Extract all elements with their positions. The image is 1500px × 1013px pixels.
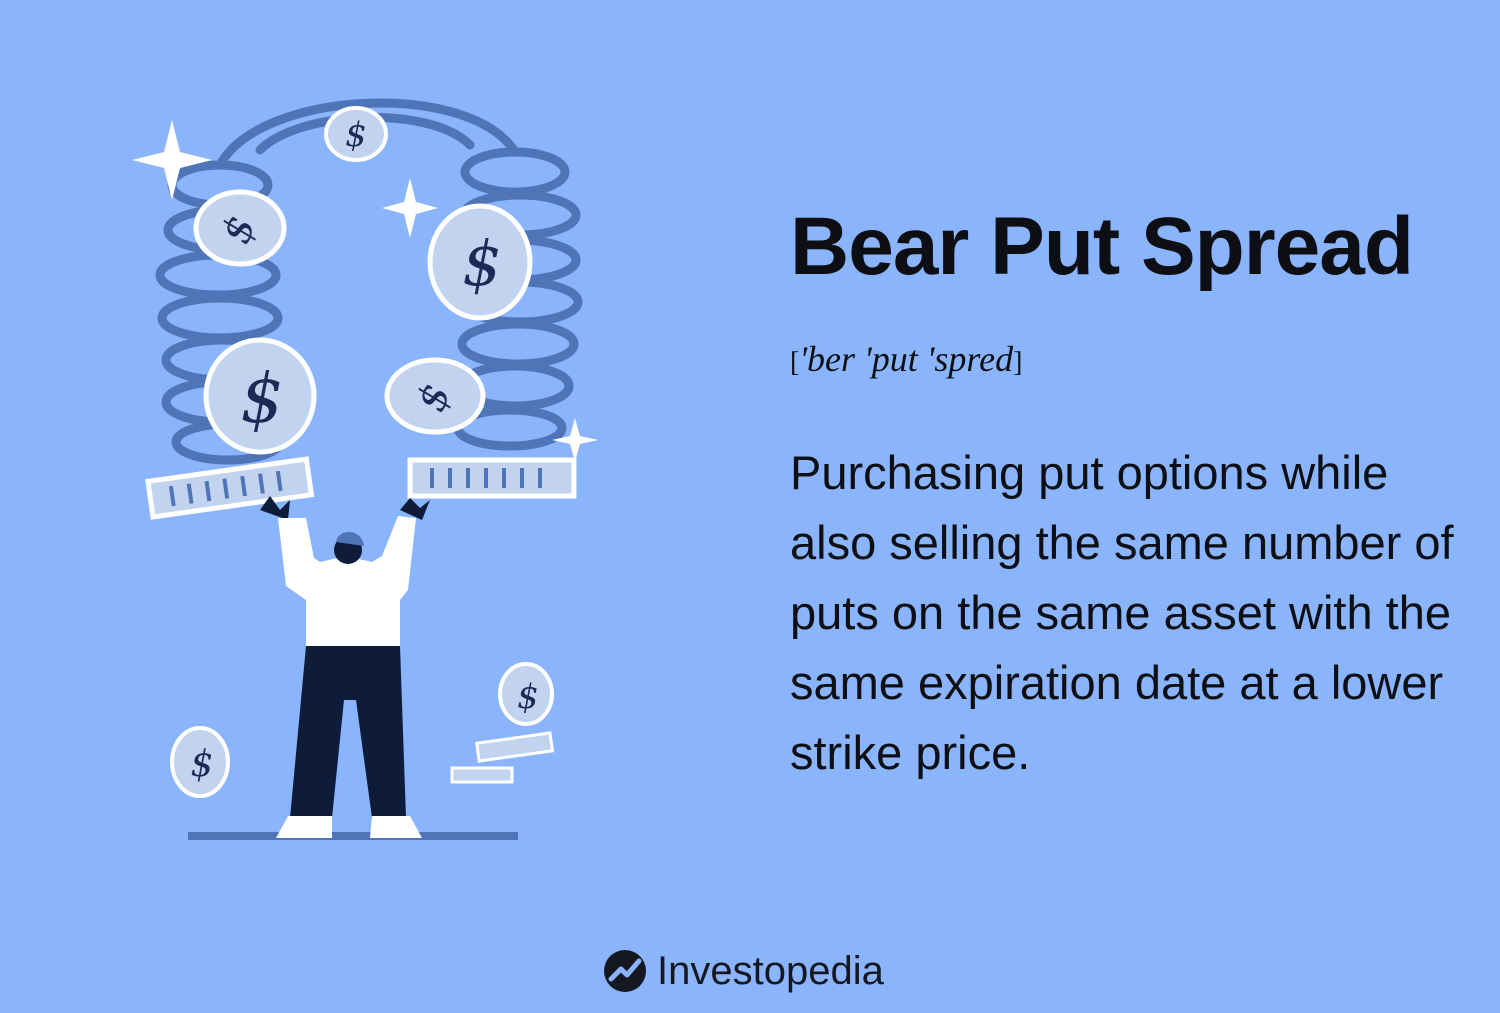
sparkle-icon <box>382 178 438 238</box>
svg-text:$: $ <box>462 227 501 300</box>
coin-icon: $ <box>498 662 554 726</box>
sparkle-icon <box>132 120 212 200</box>
close-bracket: ] <box>1013 347 1023 378</box>
coin-icon: $ <box>324 106 388 162</box>
svg-text:$: $ <box>345 115 367 155</box>
person-figure <box>260 496 430 838</box>
page-title: Bear Put Spread <box>790 201 1414 292</box>
open-bracket: [ <box>790 347 800 378</box>
svg-text:$: $ <box>517 677 539 717</box>
ground-line <box>188 832 518 840</box>
pronunciation-text: 'ber 'put 'spred <box>799 339 1014 379</box>
sparkle-icon <box>552 418 598 462</box>
brand-name: Investopedia <box>657 948 884 993</box>
spring-arch <box>215 98 520 170</box>
coin-stack-left <box>145 456 315 520</box>
investopedia-logo-icon <box>604 950 646 992</box>
bear-put-spread-illustration: $ $ $ $ $ <box>132 98 598 840</box>
brand-logo: Investopedia <box>603 945 884 997</box>
pronunciation: ['ber 'put 'spred] <box>790 338 1022 380</box>
coin-icon: $ <box>170 726 230 798</box>
coin-stack-small <box>474 731 555 763</box>
definition-text: Purchasing put options while also sellin… <box>790 446 1454 779</box>
coin-icon: $ <box>193 189 287 267</box>
coin-stack-small <box>450 766 514 784</box>
coin-icon: $ <box>427 203 533 321</box>
coin-stack-right <box>407 457 577 499</box>
coin-icon: $ <box>384 357 486 435</box>
coin-icon: $ <box>203 337 317 455</box>
svg-text:$: $ <box>191 744 214 785</box>
svg-text:$: $ <box>240 360 283 439</box>
